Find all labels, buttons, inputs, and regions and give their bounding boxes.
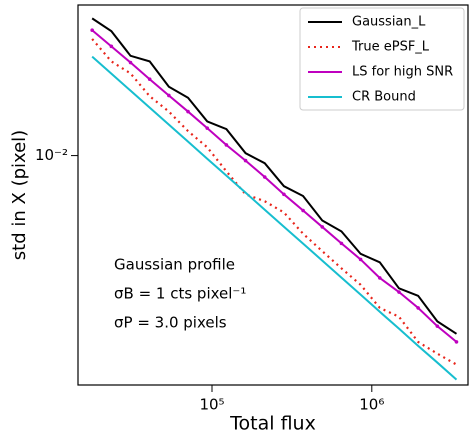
series-marker <box>435 324 440 328</box>
series-marker <box>416 306 420 310</box>
series-marker <box>186 109 190 114</box>
series-marker <box>109 44 114 49</box>
series-marker <box>377 276 382 280</box>
legend-label: Gaussian_L <box>352 15 426 30</box>
series-line <box>91 29 458 343</box>
x-tick-label: 10⁶ <box>359 396 384 414</box>
series-marker <box>243 158 248 163</box>
series-marker <box>262 175 267 179</box>
series-line <box>91 38 458 366</box>
series-line <box>91 17 458 335</box>
annotation: σB = 1 cts pixel⁻¹ <box>114 285 246 303</box>
x-axis-label: Total flux <box>229 413 316 435</box>
series-marker <box>90 28 94 33</box>
series-marker <box>454 340 459 344</box>
series-marker <box>205 126 210 130</box>
series-marker <box>320 225 325 229</box>
series-marker <box>282 192 286 197</box>
legend-label: CR Bound <box>352 90 416 105</box>
series-marker <box>397 290 401 294</box>
annotation: σP = 3.0 pixels <box>114 314 227 332</box>
plot-frame <box>77 4 469 386</box>
y-axis-label: std in X (pixel) <box>9 130 30 260</box>
legend-label: LS for high SNR <box>352 65 453 80</box>
series-line <box>91 55 458 381</box>
annotation: Gaussian profile <box>114 256 235 274</box>
series-marker <box>339 241 344 246</box>
series-marker <box>128 60 133 65</box>
series-marker <box>147 77 152 82</box>
series-marker <box>167 93 171 98</box>
legend-box <box>299 7 465 111</box>
y-tick-label: 10⁻² <box>35 146 68 164</box>
series-marker <box>301 208 305 213</box>
x-tick-label: 10⁵ <box>199 396 224 414</box>
series-marker <box>358 257 363 262</box>
legend-label: True ePSF_L <box>351 40 430 55</box>
series-marker <box>224 143 229 147</box>
